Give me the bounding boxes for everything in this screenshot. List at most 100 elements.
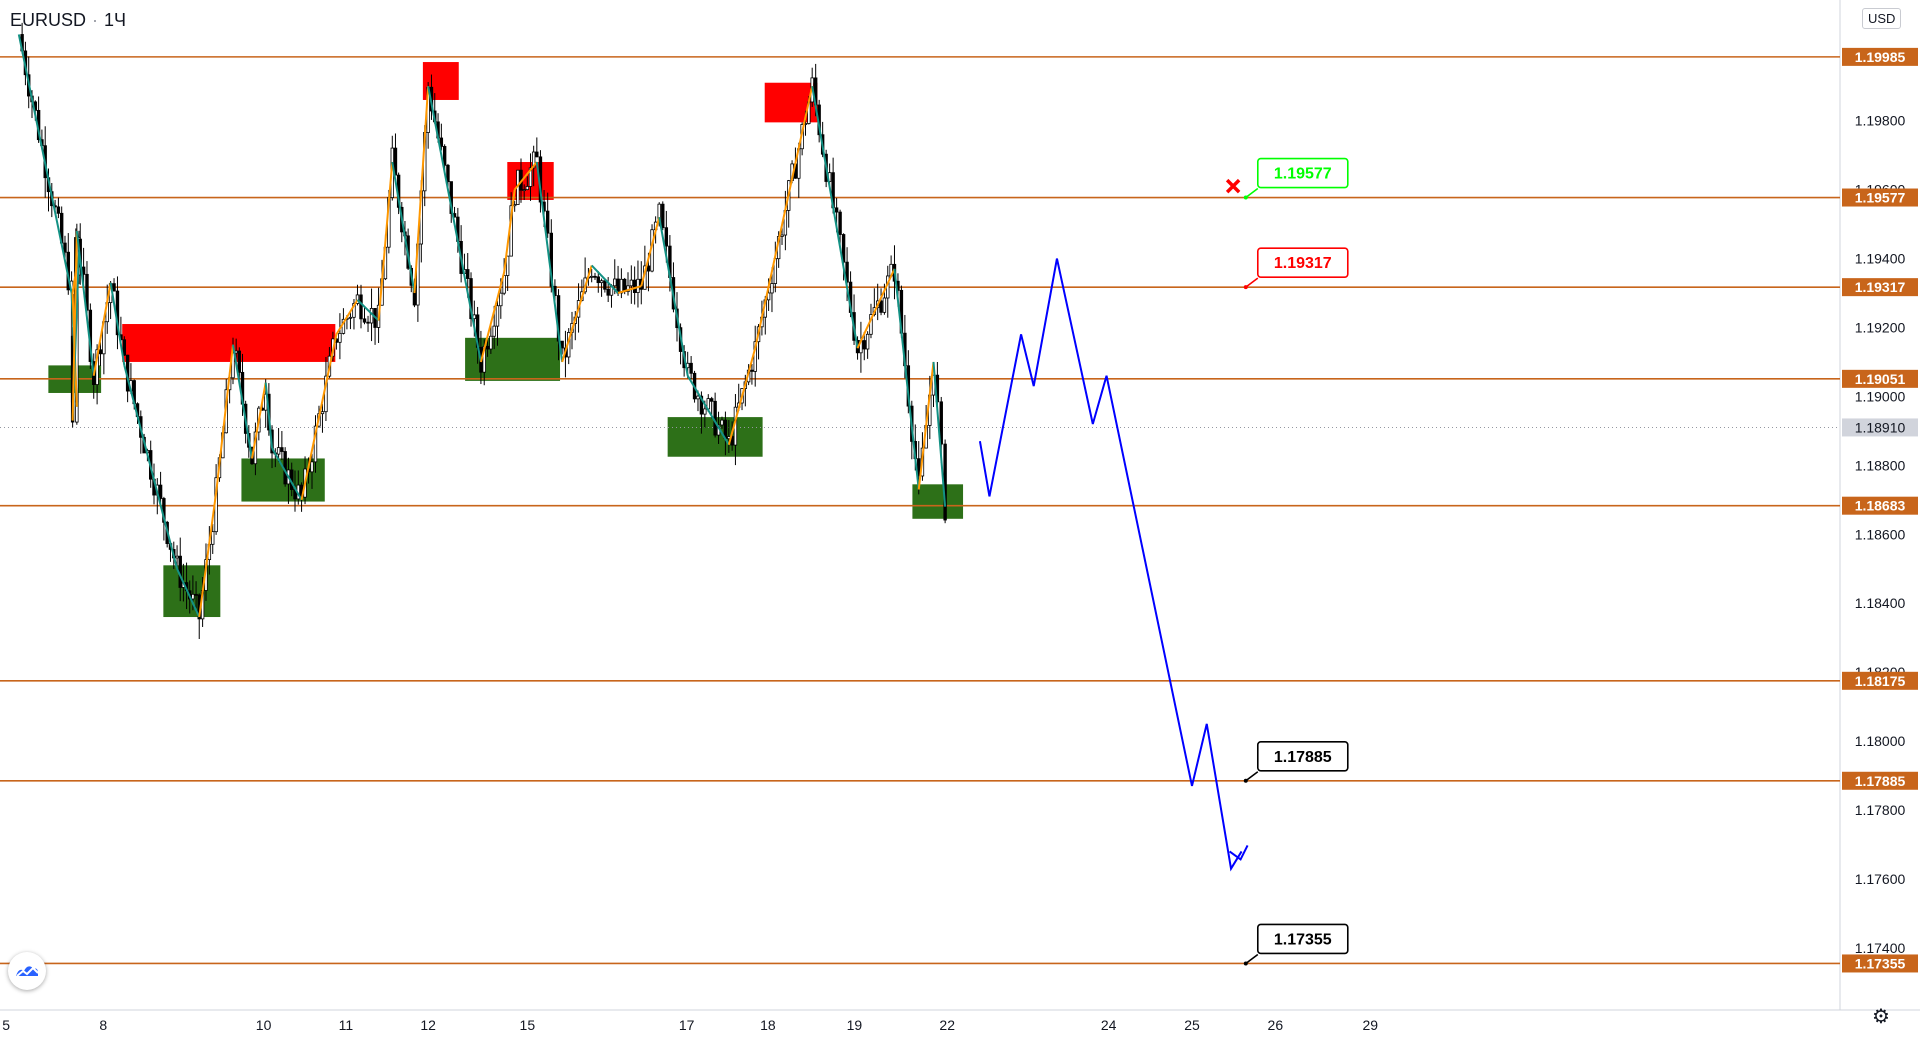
candle-body: [237, 350, 242, 373]
demand-zone: [163, 565, 221, 618]
wave-segment: [176, 568, 201, 618]
currency-button[interactable]: USD: [1862, 8, 1902, 29]
level-price-tag: [1842, 954, 1918, 973]
candle-body: [709, 398, 714, 402]
candle-body: [593, 275, 597, 278]
candle-body: [770, 283, 774, 294]
candle-body: [661, 203, 665, 229]
candle-body: [545, 210, 550, 234]
target-label-anchor: [1243, 778, 1248, 783]
candle-body: [720, 419, 724, 426]
symbol-title: EURUSD · 1Ч: [10, 10, 126, 31]
wave-segment: [413, 86, 430, 294]
level-price-tag-text: 1.17355: [1855, 955, 1906, 971]
candle-body: [917, 458, 921, 477]
candle-body: [599, 280, 604, 284]
candle-body: [310, 461, 314, 473]
y-tick-label: 1.19800: [1855, 113, 1906, 129]
wave-segment: [215, 344, 234, 494]
wave-segment: [271, 447, 303, 501]
wave-segment: [893, 268, 920, 490]
wave-segment: [727, 347, 757, 445]
wave-segment: [686, 375, 730, 446]
price-axis-background: [1840, 0, 1920, 1042]
wave-segment: [427, 85, 482, 363]
level-price-tag: [1842, 771, 1918, 790]
wave-segment: [335, 299, 359, 335]
candle-body: [194, 593, 198, 596]
candle-body: [943, 443, 947, 521]
level-price-tag: [1842, 671, 1918, 690]
candle-body: [780, 234, 784, 237]
candle-body: [664, 227, 669, 247]
gear-icon[interactable]: ⚙: [1872, 1006, 1890, 1028]
candle-body: [359, 294, 363, 320]
level-price-tag: [1842, 188, 1918, 207]
candle-body: [276, 447, 281, 455]
target-label-pointer: [1245, 953, 1259, 965]
current-price-tag-text: 1.18910: [1855, 419, 1906, 435]
level-price-tag-text: 1.19317: [1855, 279, 1906, 295]
wave-segment: [479, 272, 506, 363]
wave-segment: [391, 161, 416, 294]
y-tick-label: 1.19200: [1855, 319, 1906, 335]
candle-body: [439, 137, 444, 147]
candle-body: [492, 325, 496, 337]
wave-segment: [92, 282, 112, 376]
stop-loss-label-text: 1.19317: [1274, 255, 1332, 272]
level-price-tag-text: 1.19051: [1855, 371, 1906, 387]
candle-body: [838, 211, 842, 235]
candle-body: [603, 280, 607, 290]
candle-body: [512, 204, 517, 207]
candle-body: [646, 265, 651, 272]
wave-segment: [513, 161, 538, 191]
wave-segment: [932, 361, 947, 507]
x-tick-label: 29: [1362, 1017, 1378, 1033]
wave-segment: [232, 344, 253, 459]
x-tick-label: 12: [420, 1017, 436, 1033]
candle-body: [56, 206, 61, 214]
wave-segment: [754, 85, 814, 349]
candle-body: [446, 164, 450, 183]
candle-body: [531, 151, 536, 169]
symbol-label: EURUSD: [10, 10, 87, 30]
tradingview-logo-icon[interactable]: [8, 952, 46, 990]
candle-body: [485, 345, 490, 350]
y-tick-label: 1.18400: [1855, 595, 1906, 611]
candle-body: [338, 332, 342, 343]
x-tick-label: 26: [1268, 1017, 1284, 1033]
y-tick-label: 1.17600: [1855, 871, 1906, 887]
y-tick-label: 1.19400: [1855, 251, 1906, 267]
wave-segment: [75, 230, 95, 376]
wave-segment: [356, 299, 380, 322]
x-tick-label: 5: [2, 1017, 10, 1033]
candle-body: [158, 484, 163, 499]
candle-body: [882, 297, 887, 313]
candle-body: [522, 189, 526, 191]
level-price-tag-text: 1.19985: [1855, 49, 1906, 65]
candle-body: [528, 167, 533, 187]
candle-body: [355, 294, 360, 304]
y-tick-label: 1.17800: [1855, 802, 1906, 818]
candle-body: [320, 411, 325, 415]
level-price-tag: [1842, 496, 1918, 515]
wave-segment: [123, 365, 179, 570]
x-tick-label: 18: [760, 1017, 776, 1033]
x-tick-label: 22: [939, 1017, 955, 1033]
candle-body: [699, 395, 704, 415]
x-tick-label: 17: [679, 1017, 695, 1033]
candle-body: [63, 242, 67, 253]
x-tick-label: 8: [99, 1017, 107, 1033]
wave-segment: [811, 86, 859, 349]
level-price-tag: [1842, 278, 1918, 297]
candle-body: [696, 395, 700, 400]
wave-segment: [264, 382, 274, 449]
wave-segment: [109, 282, 126, 366]
entry-label-box: [1256, 157, 1349, 189]
level-price-tag: [1842, 47, 1918, 66]
level-price-tag-text: 1.18683: [1855, 498, 1906, 514]
stop-loss-label-box: [1256, 247, 1349, 278]
supply-zone: [122, 324, 336, 362]
wave-segment: [658, 216, 689, 376]
